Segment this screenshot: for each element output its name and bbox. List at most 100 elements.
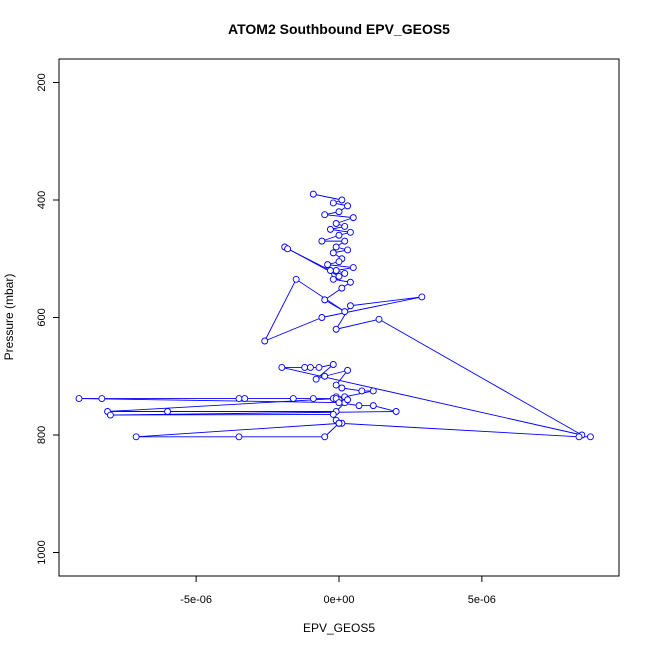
data-point (106, 411, 114, 419)
series-segment (344, 390, 374, 398)
x-tick-label: -5e-06 (180, 594, 212, 606)
series-segment (324, 214, 354, 219)
series-segment (321, 296, 422, 318)
data-point (329, 249, 337, 257)
data-point (418, 293, 426, 301)
series-segment (336, 318, 380, 330)
data-point (344, 396, 352, 404)
data-point (321, 296, 329, 304)
series-segment (315, 364, 334, 380)
data-point (309, 395, 317, 403)
data-point (346, 302, 354, 310)
series-segment (324, 287, 343, 301)
x-tick-label: 0e+00 (324, 594, 355, 606)
data-point (358, 387, 366, 395)
data-point (329, 361, 337, 368)
data-point (335, 208, 343, 216)
series-segment (264, 279, 297, 342)
data-point (98, 395, 106, 403)
data-point (326, 225, 334, 233)
series-segment (295, 278, 345, 312)
series-segment (287, 248, 331, 271)
data-point (284, 245, 292, 253)
data-point (335, 399, 343, 407)
data-point (346, 278, 354, 286)
data-point (312, 375, 320, 383)
data-point (332, 381, 340, 389)
data-point (321, 433, 329, 441)
data-point (586, 433, 594, 441)
data-point (392, 408, 400, 415)
data-point (344, 246, 352, 254)
series-segment (107, 398, 337, 412)
data-point (132, 433, 140, 441)
data-point (278, 363, 286, 371)
data-point (301, 363, 309, 371)
series-points (75, 190, 594, 441)
data-point (292, 275, 300, 283)
data-point (355, 402, 363, 410)
series-segment (350, 296, 422, 307)
chart-title: ATOM2 Southbound EPV_GEOS5 (228, 21, 450, 37)
data-point (338, 384, 346, 392)
series-segment (335, 305, 351, 330)
series-segment (378, 318, 583, 436)
data-point (332, 220, 340, 227)
x-axis-label: EPV_GEOS5 (303, 621, 375, 635)
y-tick-label: 400 (36, 191, 48, 209)
data-point (164, 408, 172, 415)
y-tick-label: 1000 (36, 540, 48, 564)
data-point (235, 433, 243, 441)
data-point (261, 337, 269, 345)
plot-frame (58, 58, 620, 577)
data-point (235, 395, 243, 403)
series-segment (313, 193, 342, 201)
series-segment (327, 264, 354, 269)
data-point (289, 395, 297, 403)
y-tick-label: 200 (36, 73, 48, 91)
series-segment (324, 369, 348, 377)
data-point (338, 284, 346, 292)
data-point (335, 231, 343, 239)
data-point (341, 269, 349, 277)
data-point (318, 237, 326, 245)
data-point (575, 433, 583, 441)
series-segment (136, 422, 342, 438)
data-point (349, 214, 357, 222)
data-point (309, 190, 317, 198)
series-segment (338, 422, 580, 438)
data-point (329, 275, 337, 283)
data-point (332, 267, 340, 274)
y-axis-label: Pressure (mbar) (2, 274, 16, 361)
data-point (324, 261, 332, 269)
data-point (335, 258, 343, 266)
x-axis: -5e-06 0e+00 5e-06 (180, 576, 496, 606)
data-point (315, 363, 323, 371)
data-point (329, 410, 337, 418)
data-point (306, 363, 314, 371)
y-tick-label: 800 (36, 426, 48, 444)
data-point (346, 228, 354, 236)
data-point (344, 202, 352, 210)
y-axis: 200 400 600 800 1000 (36, 73, 59, 565)
data-point (335, 419, 343, 427)
y-tick-label: 600 (36, 308, 48, 326)
data-point (318, 314, 326, 321)
series-segment (264, 317, 323, 342)
series-segment (78, 398, 345, 404)
data-point (369, 387, 377, 395)
series-segment (110, 411, 397, 416)
x-tick-label: 5e-06 (468, 594, 496, 606)
data-point (335, 272, 343, 280)
series-segment (110, 413, 334, 416)
data-point (341, 237, 349, 245)
data-point (241, 395, 249, 403)
series-segment (281, 366, 582, 436)
data-point (375, 315, 383, 323)
data-point (341, 308, 349, 316)
data-point (321, 372, 329, 380)
series-segment (373, 405, 397, 412)
data-point (321, 211, 329, 219)
data-point (326, 267, 334, 274)
